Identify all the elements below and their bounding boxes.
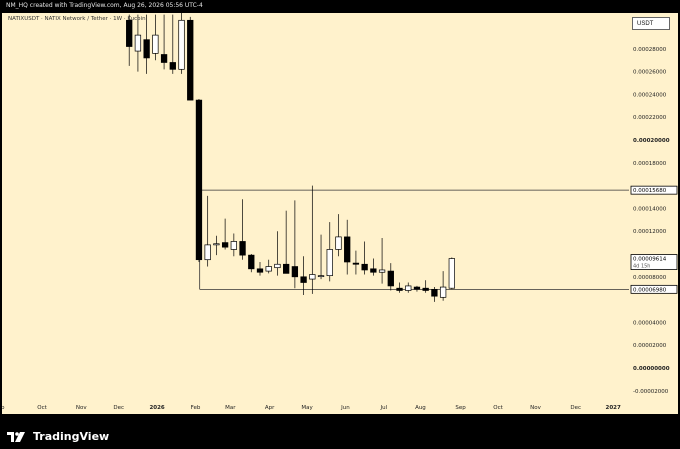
candle-down — [352, 262, 360, 265]
resistance-price-tag-box — [630, 185, 678, 195]
y-axis-tick-label: -0.00002000 — [633, 389, 669, 395]
candle-down — [370, 268, 377, 273]
x-axis-tick-label: Sep — [455, 405, 466, 411]
candle-down — [422, 287, 429, 291]
candle-up — [178, 19, 185, 70]
candle-down — [396, 287, 403, 291]
support-price-tag-label: 0.00006980 — [633, 287, 667, 293]
candlestick-chart[interactable]: 0.00028000 0.00026000 0.00024000 0.00022000… — [2, 13, 678, 414]
x-axis-tick-label: Mar — [225, 405, 236, 411]
candle-down — [344, 236, 351, 263]
candle-down — [300, 276, 307, 283]
candle-down — [187, 19, 194, 101]
x-axis-tick-label: Nov — [530, 405, 541, 411]
candle-down — [195, 99, 203, 261]
support-price-tag-box — [630, 284, 678, 294]
chart-area[interactable]: 0.00028000 0.00026000 0.00024000 0.00022000… — [2, 13, 678, 414]
x-axis-tick-label: p — [2, 405, 5, 411]
x-axis-tick-label: Jun — [340, 405, 350, 411]
candle-down — [169, 62, 176, 70]
x-axis-tick-label: Nov — [76, 405, 87, 411]
y-axis-tick-label: 0.00008000 — [633, 275, 667, 281]
currency-selector[interactable]: USDT — [632, 17, 670, 30]
candle-up — [309, 274, 316, 280]
current-price-tag-countdown: 4d 15h — [633, 264, 650, 270]
y-axis-tick-label: 0.00004000 — [633, 320, 667, 326]
y-axis-tick-label: 0.00012000 — [633, 229, 667, 235]
candle-up — [274, 263, 281, 269]
candle-down — [248, 254, 255, 270]
candle-down — [221, 242, 229, 248]
footer: TradingView — [0, 414, 680, 449]
y-axis-tick-label: 0.00002000 — [633, 343, 667, 349]
x-axis-tick-label: Apr — [265, 405, 275, 411]
x-axis-tick-label: Dec — [113, 405, 124, 411]
candle-down — [291, 266, 299, 278]
candle-down — [431, 288, 438, 297]
candle-down — [283, 263, 290, 274]
candle-down — [413, 286, 421, 290]
candle-down — [256, 268, 264, 273]
candle-down — [143, 39, 150, 59]
current-price-tag-box — [630, 254, 678, 270]
candle-up — [335, 236, 342, 250]
candle-down — [361, 263, 368, 271]
x-axis-tick-label: Oct — [37, 405, 47, 411]
candle-up — [405, 285, 412, 291]
y-axis-tick-label: 0.00014000 — [633, 206, 667, 212]
y-axis-tick-label: 0.00000000 — [633, 366, 670, 372]
candle-up — [213, 243, 220, 246]
candle-down — [160, 54, 168, 63]
x-axis-tick-label: Aug — [415, 405, 426, 411]
brand-name: TradingView — [33, 430, 110, 443]
candle-up — [448, 258, 455, 289]
candle-up — [152, 34, 159, 54]
attribution-text: NM_HQ created with TradingView.com, Aug … — [6, 2, 203, 9]
y-axis-tick-label: 0.00028000 — [633, 47, 667, 53]
candle-up — [317, 275, 325, 278]
x-axis-tick-label: Feb — [191, 405, 201, 411]
candle-up — [439, 286, 447, 298]
candle-up — [326, 249, 333, 277]
symbol-title: NATIXUSDT · NATIX Network / Tether · 1W … — [8, 16, 146, 22]
tradingview-logo[interactable]: TradingView — [7, 430, 109, 443]
y-axis-tick-label: 0.00024000 — [633, 92, 667, 98]
x-axis-tick-label: May — [301, 405, 313, 411]
candle-up — [378, 269, 386, 273]
resistance-price-tag-label: 0.00015680 — [633, 188, 667, 194]
tradingview-logo-icon — [7, 431, 25, 442]
candle-down — [387, 270, 394, 287]
candle-down — [126, 19, 133, 47]
x-axis-tick-label: Dec — [570, 405, 581, 411]
y-axis-tick-label: 0.00018000 — [633, 161, 667, 167]
y-axis-tick-label: 0.00022000 — [633, 115, 667, 121]
x-axis-tick-label: Jul — [380, 405, 388, 411]
candle-up — [265, 266, 272, 272]
x-axis-tick-label: Oct — [493, 405, 503, 411]
candle-up — [204, 244, 211, 261]
candle-up — [134, 34, 142, 52]
candle-down — [239, 241, 246, 256]
x-axis-tick-label: 2027 — [606, 405, 621, 411]
candle-up — [230, 241, 237, 250]
y-axis-tick-label: 0.00020000 — [633, 138, 670, 144]
current-price-tag-label: 0.00009614 — [633, 257, 667, 263]
y-axis-tick-label: 0.00026000 — [633, 70, 667, 76]
x-axis-tick-label: 2026 — [149, 405, 164, 411]
